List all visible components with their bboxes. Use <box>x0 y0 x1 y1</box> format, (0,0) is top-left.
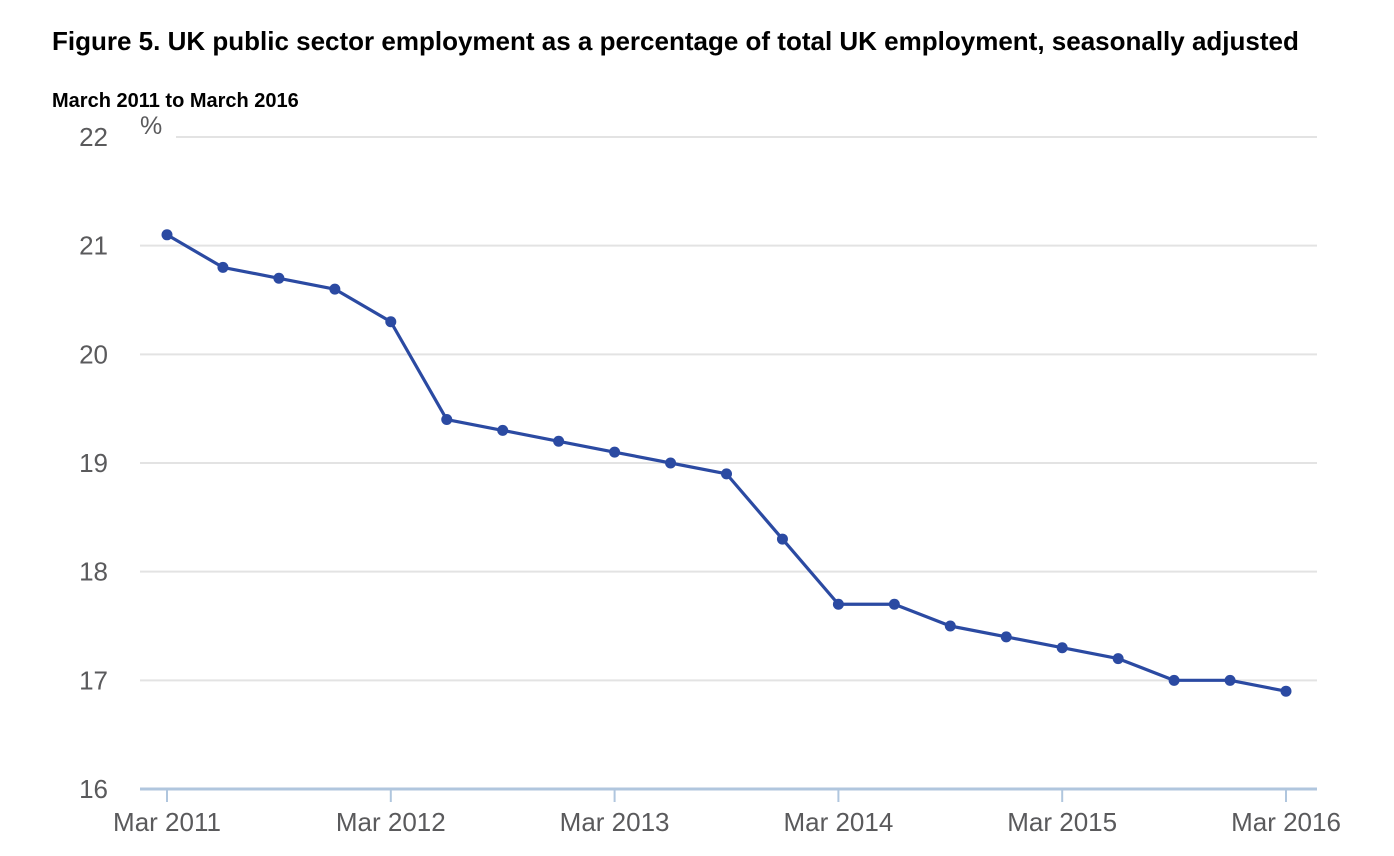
data-point <box>329 283 341 295</box>
y-axis-unit-label: % <box>140 112 162 140</box>
data-point <box>553 435 565 447</box>
data-point <box>1056 642 1068 654</box>
y-tick-label: 19 <box>79 448 108 478</box>
y-tick-label: 16 <box>79 774 108 804</box>
data-point <box>1000 631 1012 643</box>
data-point <box>161 229 173 241</box>
chart-title: Figure 5. UK public sector employment as… <box>52 26 1299 56</box>
data-point <box>721 468 732 480</box>
x-tick-label: Mar 2013 <box>560 807 670 837</box>
data-point <box>776 533 788 545</box>
x-tick-label: Mar 2011 <box>113 807 221 837</box>
data-point <box>944 620 956 632</box>
x-tick-label: Mar 2012 <box>336 807 446 837</box>
x-tick-label: Mar 2015 <box>1007 807 1117 837</box>
data-point <box>832 598 844 610</box>
data-point <box>1280 685 1292 697</box>
data-point <box>665 457 677 469</box>
y-tick-label: 20 <box>79 339 108 369</box>
y-tick-label: 22 <box>79 122 108 152</box>
data-point <box>888 598 900 610</box>
x-tick-label: Mar 2014 <box>783 807 893 837</box>
y-tick-label: 21 <box>79 231 108 261</box>
data-point <box>1112 653 1124 665</box>
data-point <box>273 272 285 284</box>
y-tick-label: 18 <box>79 557 108 587</box>
data-point <box>385 316 397 328</box>
data-point <box>609 446 621 458</box>
data-point <box>1168 674 1180 686</box>
data-point <box>1224 674 1236 686</box>
chart-subtitle: March 2011 to March 2016 <box>52 90 299 112</box>
data-point <box>497 424 509 436</box>
x-tick-label: Mar 2016 <box>1231 807 1341 837</box>
y-tick-label: 17 <box>79 665 108 695</box>
data-point <box>217 261 229 273</box>
data-point <box>441 414 453 426</box>
